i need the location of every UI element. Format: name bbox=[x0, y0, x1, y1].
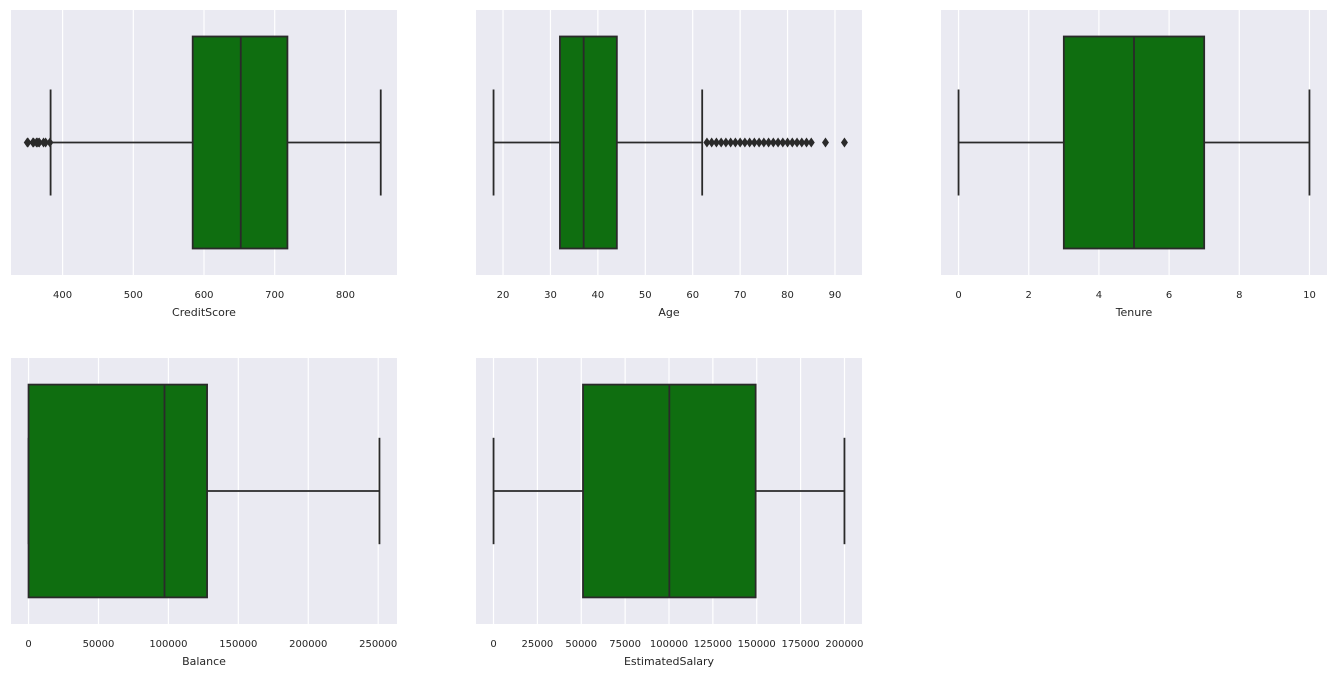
x-tick-label: 150000 bbox=[738, 639, 776, 650]
outlier-point bbox=[35, 137, 43, 148]
x-tick-label: 50000 bbox=[565, 639, 597, 650]
outlier-point bbox=[821, 137, 829, 148]
subplot-balance: 0 50000 100000 150000 200000 250000 Balance bbox=[11, 358, 397, 668]
outlier-point bbox=[774, 137, 782, 148]
x-tick-label: 400 bbox=[53, 290, 72, 301]
x-tick-label: 800 bbox=[336, 290, 355, 301]
x-axis-label: CreditScore bbox=[172, 306, 236, 319]
x-tick-label: 500 bbox=[124, 290, 143, 301]
x-tick-label: 90 bbox=[829, 290, 842, 301]
x-tick-label: 70 bbox=[734, 290, 747, 301]
outlier-point bbox=[765, 137, 773, 148]
x-tick-label: 250000 bbox=[359, 639, 397, 650]
x-tick-label: 50000 bbox=[83, 639, 115, 650]
x-tick-label: 8 bbox=[1236, 290, 1242, 301]
x-axis-label: EstimatedSalary bbox=[624, 655, 715, 668]
x-tick-label: 0 bbox=[490, 639, 496, 650]
outlier-point bbox=[779, 137, 787, 148]
x-axis-label: Age bbox=[658, 306, 680, 319]
x-axis-label: Tenure bbox=[1115, 306, 1153, 319]
outlier-point bbox=[760, 137, 768, 148]
x-tick-label: 200000 bbox=[825, 639, 863, 650]
x-tick-label: 150000 bbox=[219, 639, 257, 650]
x-tick-label: 600 bbox=[194, 290, 213, 301]
x-tick-label: 125000 bbox=[694, 639, 732, 650]
x-tick-label: 75000 bbox=[609, 639, 641, 650]
subplot-creditscore: 400 500 600 700 800 CreditScore bbox=[11, 10, 397, 319]
x-tick-label: 40 bbox=[592, 290, 605, 301]
outlier-point bbox=[807, 137, 815, 148]
outlier-point bbox=[769, 137, 777, 148]
outlier-point bbox=[750, 137, 758, 148]
outlier-point bbox=[24, 137, 32, 148]
iqr-box bbox=[559, 35, 618, 250]
x-tick-label: 0 bbox=[25, 639, 31, 650]
outlier-point bbox=[788, 137, 796, 148]
x-tick-label: 175000 bbox=[782, 639, 820, 650]
x-tick-label: 100000 bbox=[650, 639, 688, 650]
outlier-point bbox=[708, 137, 716, 148]
x-tick-label: 700 bbox=[265, 290, 284, 301]
x-tick-label: 25000 bbox=[521, 639, 553, 650]
outlier-point bbox=[793, 137, 801, 148]
outlier-point bbox=[840, 137, 848, 148]
outlier-point bbox=[755, 137, 763, 148]
x-tick-label: 50 bbox=[639, 290, 652, 301]
subplot-age: 20 30 40 50 60 70 80 90 Age bbox=[476, 10, 862, 319]
outlier-point bbox=[741, 137, 749, 148]
subplot-estimatedsalary: 0 25000 50000 75000 100000 125000 150000 175000… bbox=[476, 358, 864, 668]
outlier-point bbox=[703, 137, 711, 148]
x-tick-label: 2 bbox=[1026, 290, 1032, 301]
outlier-point bbox=[784, 137, 792, 148]
outlier-point bbox=[803, 137, 811, 148]
x-tick-label: 4 bbox=[1096, 290, 1102, 301]
x-tick-label: 80 bbox=[781, 290, 794, 301]
x-tick-label: 200000 bbox=[289, 639, 327, 650]
outlier-point bbox=[746, 137, 754, 148]
x-tick-label: 0 bbox=[955, 290, 961, 301]
iqr-box bbox=[27, 383, 208, 599]
subplot-tenure: 0 2 4 6 8 10 Tenure bbox=[941, 10, 1327, 319]
outlier-point bbox=[712, 137, 720, 148]
x-tick-label: 10 bbox=[1303, 290, 1316, 301]
x-axis-label: Balance bbox=[182, 655, 226, 668]
outlier-point bbox=[42, 137, 50, 148]
x-tick-label: 100000 bbox=[149, 639, 187, 650]
outlier-point bbox=[798, 137, 806, 148]
x-tick-label: 6 bbox=[1166, 290, 1172, 301]
x-tick-label: 20 bbox=[497, 290, 510, 301]
outlier-point bbox=[717, 137, 725, 148]
outlier-point bbox=[736, 137, 744, 148]
outlier-point bbox=[46, 137, 54, 148]
outlier-point bbox=[731, 137, 739, 148]
outlier-point bbox=[722, 137, 730, 148]
x-tick-label: 30 bbox=[544, 290, 557, 301]
outlier-point bbox=[727, 137, 735, 148]
x-tick-label: 60 bbox=[686, 290, 699, 301]
